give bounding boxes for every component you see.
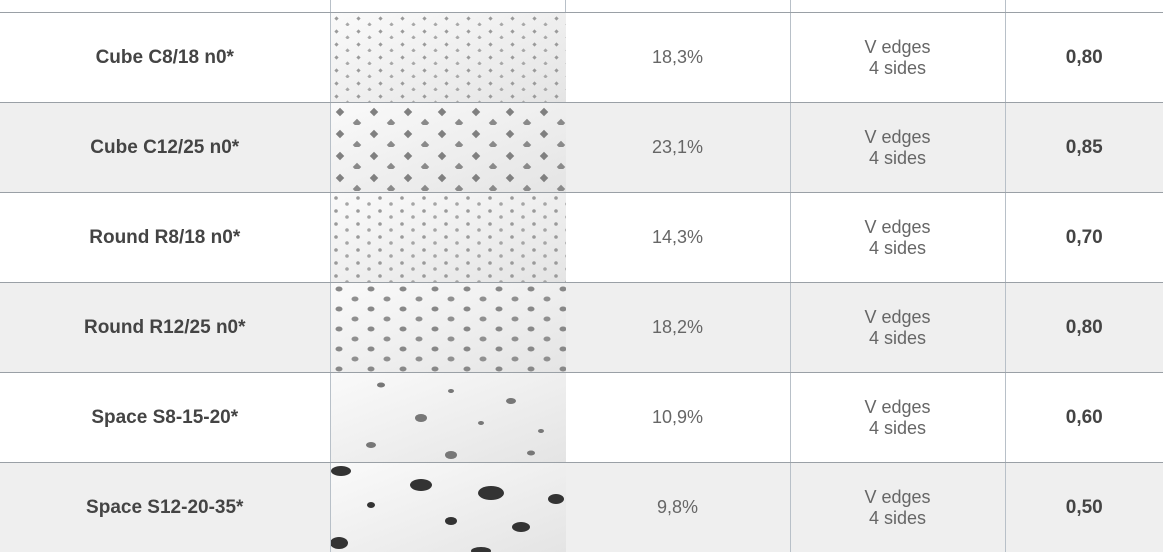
pattern-image [331,463,566,552]
pattern-image-cell [330,463,565,552]
pattern-image-cell [330,13,565,103]
absorption-value: 0,60 [1005,373,1163,463]
edge-line: V edges [791,127,1005,148]
edge-line: V edges [791,397,1005,418]
pattern-image [331,283,566,372]
open-area: 23,1% [565,103,790,193]
pattern-image-cell [330,373,565,463]
edge-line: 4 sides [791,238,1005,259]
edge-line: V edges [791,487,1005,508]
edge-line: 4 sides [791,58,1005,79]
pattern-image [331,373,566,462]
product-name: Round R8/18 n0* [0,193,330,283]
open-area: 18,3% [565,13,790,103]
product-name: Space S12-20-35* [0,463,330,552]
pattern-image [331,103,566,192]
open-area: 10,9% [565,373,790,463]
edge-line: V edges [791,217,1005,238]
pattern-image-cell [330,193,565,283]
product-name: Round R12/25 n0* [0,283,330,373]
pattern-image [331,193,566,282]
edge-line: 4 sides [791,148,1005,169]
product-table: Cube C8/18 n0*18,3%V edges4 sides0,80Cub… [0,0,1163,552]
header-row [0,0,1163,13]
absorption-value: 0,50 [1005,463,1163,552]
pattern-image-cell [330,283,565,373]
cell [0,0,330,13]
absorption-value: 0,70 [1005,193,1163,283]
open-area: 14,3% [565,193,790,283]
edge-line: 4 sides [791,418,1005,439]
absorption-value: 0,80 [1005,13,1163,103]
cell [565,0,790,13]
cell [1005,0,1163,13]
edge-line: V edges [791,37,1005,58]
pattern-image [331,13,566,102]
product-name: Cube C12/25 n0* [0,103,330,193]
absorption-value: 0,85 [1005,103,1163,193]
product-name: Space S8-15-20* [0,373,330,463]
open-area: 18,2% [565,283,790,373]
cell [790,0,1005,13]
body: Cube C8/18 n0*18,3%V edges4 sides0,80Cub… [0,0,1163,552]
open-area: 9,8% [565,463,790,552]
cell [330,0,565,13]
edge-line: 4 sides [791,328,1005,349]
page: {"table": {"rows": [ {"name": "Cube C8/1… [0,0,1163,552]
edge-line: 4 sides [791,508,1005,529]
pattern-image-cell [330,103,565,193]
edge-line: V edges [791,307,1005,328]
absorption-value: 0,80 [1005,283,1163,373]
product-name: Cube C8/18 n0* [0,13,330,103]
